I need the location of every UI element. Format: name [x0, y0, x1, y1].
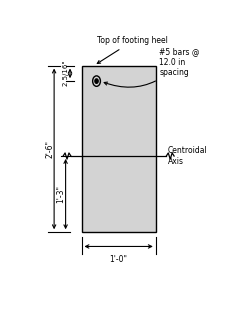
Text: 1'-3": 1'-3" — [57, 185, 65, 203]
Bar — [81, 66, 155, 232]
Text: Top of footing heel: Top of footing heel — [97, 36, 168, 63]
Text: Centroidal
Axis: Centroidal Axis — [167, 146, 207, 166]
Circle shape — [94, 79, 98, 83]
Text: 2 5/16": 2 5/16" — [62, 61, 68, 86]
Text: 2'-6": 2'-6" — [45, 140, 54, 158]
Text: #5 bars @
12.0 in
spacing: #5 bars @ 12.0 in spacing — [104, 47, 199, 87]
Text: 1'-0": 1'-0" — [109, 255, 127, 264]
